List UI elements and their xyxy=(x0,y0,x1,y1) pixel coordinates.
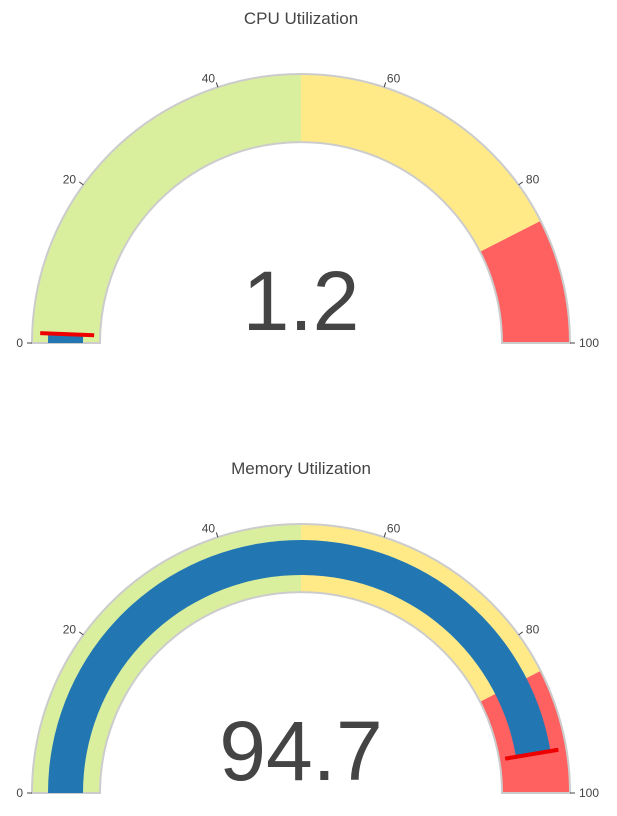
memory-gauge-tick-4 xyxy=(518,631,523,636)
cpu-gauge-tick-label-5: 100 xyxy=(579,336,599,350)
memory-gauge-tick-label-0: 0 xyxy=(16,786,23,800)
memory-gauge-tick-3 xyxy=(383,532,387,538)
cpu-gauge: CPU Utilization 0 20 40 60 80 100 1.2 xyxy=(16,9,599,350)
memory-gauge-tick-label-3: 60 xyxy=(387,522,401,536)
cpu-gauge-tick-1 xyxy=(79,181,84,186)
memory-gauge-tick-label-1: 20 xyxy=(63,623,77,637)
cpu-gauge-tick-label-3: 60 xyxy=(387,72,401,86)
cpu-gauge-title: CPU Utilization xyxy=(244,9,358,28)
cpu-gauge-tick-3 xyxy=(383,82,387,88)
cpu-gauge-tick-label-1: 20 xyxy=(63,173,77,187)
memory-gauge-tick-label-4: 80 xyxy=(526,623,540,637)
cpu-gauge-threshold-line xyxy=(40,331,95,338)
memory-gauge-value-bar xyxy=(48,539,551,793)
memory-gauge-threshold-line xyxy=(504,747,559,761)
cpu-gauge-step-1 xyxy=(301,74,541,252)
memory-gauge-tick-label-5: 100 xyxy=(579,786,599,800)
memory-gauge-border xyxy=(30,523,572,794)
memory-gauge-step-0 xyxy=(32,524,301,793)
memory-gauge-title: Memory Utilization xyxy=(231,459,371,478)
cpu-gauge-tick-4 xyxy=(518,181,523,186)
memory-gauge-tick-label-2: 40 xyxy=(202,522,216,536)
memory-gauge-value: 94.7 xyxy=(219,704,383,798)
memory-gauge-tick-1 xyxy=(79,631,84,636)
cpu-gauge-tick-label-2: 40 xyxy=(202,72,216,86)
memory-gauge-tick-2 xyxy=(215,532,219,538)
cpu-gauge-step-2 xyxy=(480,220,570,343)
cpu-gauge-tick-label-0: 0 xyxy=(16,336,23,350)
cpu-gauge-tick-2 xyxy=(215,82,219,88)
cpu-gauge-value: 1.2 xyxy=(243,254,360,348)
cpu-gauge-step-0 xyxy=(32,74,301,343)
memory-gauge: Memory Utilization 0 20 40 60 80 100 94.7 xyxy=(16,459,599,800)
cpu-gauge-border xyxy=(30,73,572,344)
cpu-gauge-tick-label-4: 80 xyxy=(526,173,540,187)
